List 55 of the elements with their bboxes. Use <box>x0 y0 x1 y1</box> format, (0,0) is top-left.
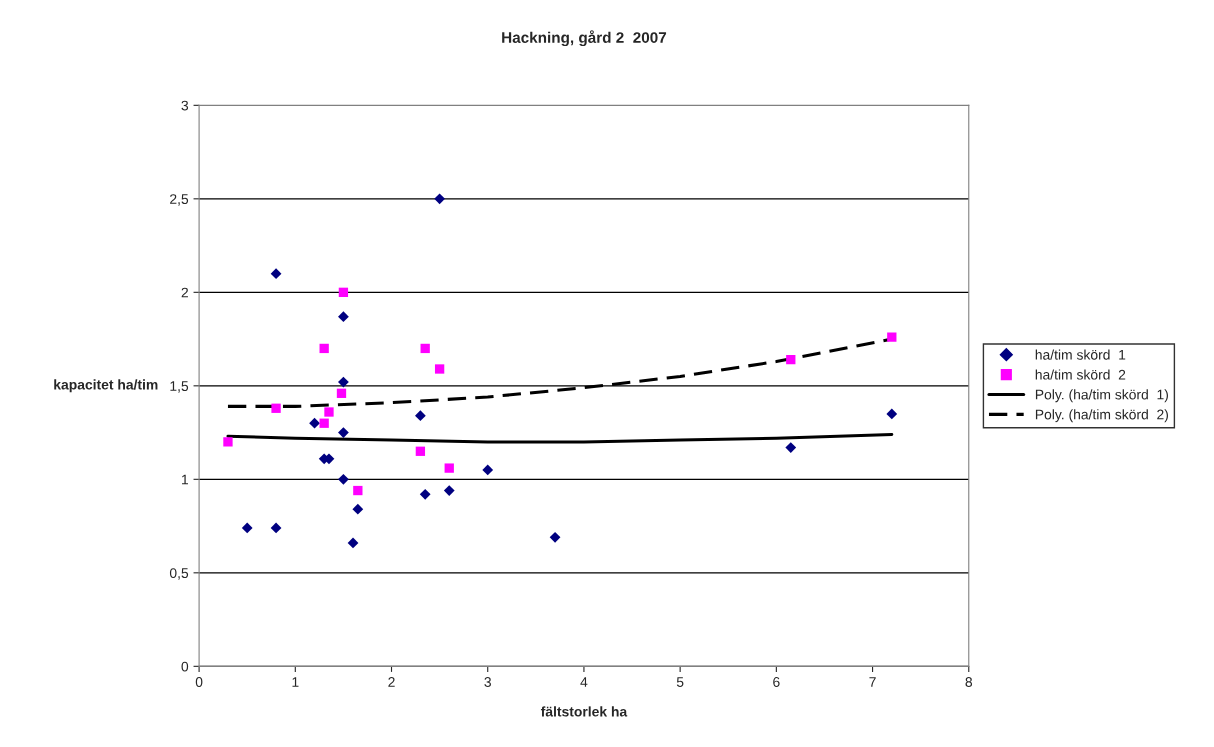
y-tick-label: 0,5 <box>169 568 189 580</box>
point <box>271 403 281 413</box>
point <box>309 417 320 429</box>
legend-label: ha/tim skörd 2 <box>1035 369 1126 380</box>
legend-label: ha/tim skörd 1 <box>1035 349 1126 360</box>
point <box>336 388 347 398</box>
point <box>443 485 455 496</box>
point <box>549 531 561 543</box>
point <box>338 427 349 438</box>
point <box>785 442 797 453</box>
y-tick-label: 1,5 <box>170 381 189 393</box>
point <box>338 287 349 297</box>
point <box>415 410 426 422</box>
point <box>420 343 430 354</box>
point <box>270 522 282 534</box>
y-tick-label: 1 <box>182 474 188 485</box>
point <box>319 343 329 354</box>
point <box>419 488 431 500</box>
x-tick-label: 0 <box>195 677 203 687</box>
x-tick-label: 2 <box>388 677 395 687</box>
legend-label: Poly. (ha/tim skörd 1) <box>1035 389 1168 403</box>
point <box>415 446 426 456</box>
y-tick-label: 3 <box>181 100 189 111</box>
point <box>353 485 363 496</box>
legend-label: Poly. (ha/tim skörd 2) <box>1035 409 1168 423</box>
y-tick-label: 2,5 <box>170 194 189 206</box>
point <box>270 268 282 280</box>
x-tick-label: 3 <box>484 677 491 687</box>
chart-title: Hackning, gård 2 2007 <box>502 30 667 47</box>
point <box>786 354 796 365</box>
point <box>324 407 334 417</box>
point <box>223 437 233 447</box>
y-tick-label: 0 <box>181 661 189 672</box>
point <box>338 473 349 485</box>
point <box>338 311 349 323</box>
point <box>347 537 359 549</box>
point <box>444 463 454 473</box>
point <box>434 193 445 205</box>
x-tick-label: 5 <box>676 677 684 687</box>
y-tick-label: 2 <box>181 287 188 298</box>
x-axis-title: fältstorlek ha <box>540 706 628 717</box>
point <box>482 464 494 476</box>
point <box>338 376 349 388</box>
point <box>886 408 898 420</box>
x-tick-label: 4 <box>580 677 588 687</box>
y-axis-title: kapacitet ha/tim <box>54 379 158 393</box>
x-tick-label: 1 <box>292 677 299 687</box>
point <box>887 332 897 342</box>
x-tick-label: 8 <box>965 677 973 687</box>
point <box>241 522 253 534</box>
point <box>352 503 364 515</box>
x-tick-label: 7 <box>869 677 876 687</box>
x-tick-label: 6 <box>773 677 780 687</box>
point <box>434 364 445 374</box>
point <box>319 418 329 428</box>
